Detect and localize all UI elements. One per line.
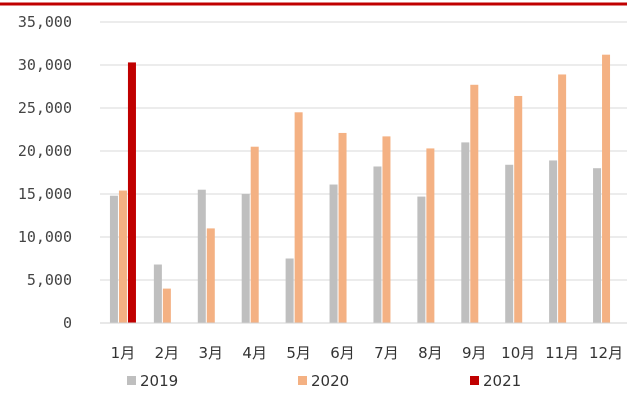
bar-2020-12: [602, 54, 611, 324]
bar-2020-7: [382, 136, 391, 323]
x-category-label: 11月: [545, 344, 579, 362]
legend-label-2020: 2020: [311, 372, 349, 390]
x-category-label: 9月: [462, 344, 487, 362]
legend: 2019 2020 2021: [127, 372, 521, 390]
bar-2020-9: [470, 84, 479, 323]
legend-swatch-2020: [298, 376, 307, 385]
x-category-label: 5月: [286, 344, 311, 362]
legend-label-2019: 2019: [140, 372, 178, 390]
x-category-label: 3月: [199, 344, 224, 362]
bar-2021-1: [127, 62, 136, 324]
bar-2019-1: [109, 195, 118, 323]
x-axis-categories: 1月 2月 3月 4月 5月 6月 7月 8月 9月 10月 11月 12月: [111, 344, 623, 362]
legend-label-2021: 2021: [483, 372, 521, 390]
bars: [109, 54, 611, 324]
bar-2019-2: [153, 264, 162, 323]
x-category-label: 8月: [418, 344, 443, 362]
x-category-label: 4月: [242, 344, 267, 362]
bar-2019-7: [373, 166, 382, 323]
x-category-label: 12月: [589, 344, 623, 362]
y-tick-label: 10,000: [18, 228, 72, 246]
y-tick-label: 30,000: [18, 56, 72, 74]
y-tick-label: 25,000: [18, 99, 72, 117]
y-tick-label: 35,000: [18, 13, 72, 31]
bar-2020-4: [250, 146, 259, 323]
y-axis-ticks: 0 5,000 10,000 15,000 20,000 25,000 30,000 35,0…: [18, 13, 72, 332]
legend-swatch-2021: [470, 376, 479, 385]
gridlines: [100, 21, 627, 281]
x-category-label: 2月: [155, 344, 180, 362]
bar-2020-10: [514, 95, 523, 324]
bar-2020-3: [206, 228, 215, 323]
x-category-label: 7月: [374, 344, 399, 362]
bar-2020-11: [558, 74, 567, 324]
bar-2020-5: [294, 112, 303, 323]
bar-2019-3: [197, 189, 206, 323]
bar-2019-12: [593, 168, 602, 323]
x-category-label: 6月: [330, 344, 355, 362]
x-category-label: 10月: [501, 344, 535, 362]
y-tick-label: 5,000: [27, 271, 72, 289]
y-tick-label: 15,000: [18, 185, 72, 203]
bar-2019-5: [285, 258, 294, 323]
bar-2019-8: [417, 196, 426, 323]
bar-2019-10: [505, 164, 514, 323]
bar-2019-11: [549, 160, 558, 323]
bar-2020-2: [162, 288, 171, 323]
bar-2020-8: [426, 148, 435, 323]
y-tick-label: 20,000: [18, 142, 72, 160]
bar-2020-6: [338, 132, 347, 323]
bar-2019-6: [329, 184, 338, 323]
bar-2020-1: [118, 190, 127, 323]
bar-2019-4: [241, 194, 250, 323]
y-tick-label: 0: [63, 314, 72, 332]
legend-swatch-2019: [127, 376, 136, 385]
bar-2019-9: [461, 142, 470, 323]
x-category-label: 1月: [111, 344, 136, 362]
